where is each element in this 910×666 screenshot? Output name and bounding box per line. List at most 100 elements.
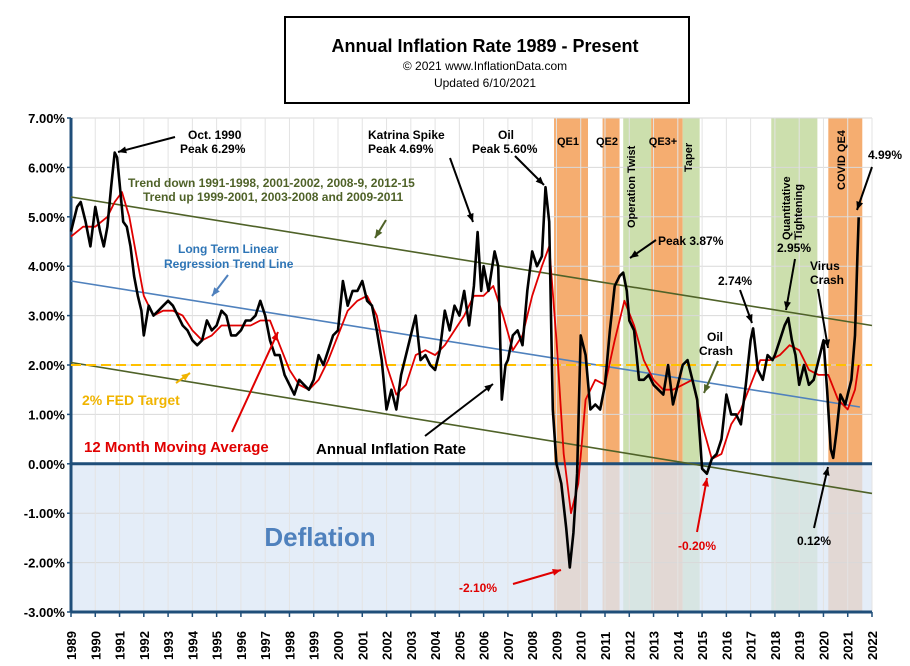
x-tick-label: 2000 — [331, 631, 346, 660]
title-box — [284, 16, 690, 104]
x-tick-label: 2012 — [622, 631, 637, 660]
y-tick-label: 7.00% — [28, 111, 65, 126]
chart-title: Annual Inflation Rate 1989 - Present — [331, 36, 638, 56]
arrow-peak-2018-head — [783, 301, 791, 310]
arrow-annual-rate — [424, 383, 494, 437]
band-label-quantitative-tightening: QuantitativeTightening — [781, 176, 805, 240]
annotation-trend-up: Trend up 1999-2001, 2003-2008 and 2009-2… — [143, 190, 403, 204]
arrow-oct1990 — [117, 136, 176, 153]
annotation-peak-2017: 2.74% — [718, 274, 752, 288]
annotation-oil-crash-2: Crash — [699, 344, 733, 358]
x-tick-label: 2001 — [355, 631, 370, 660]
x-tick-label: 2006 — [477, 631, 492, 660]
annotation-min-2020: 0.12% — [797, 534, 831, 548]
arrow-katrina — [449, 157, 474, 223]
annotation-peak-2021: 4.99% — [868, 148, 902, 162]
x-tick-label: 2021 — [841, 631, 856, 660]
x-tick-label: 2003 — [404, 631, 419, 660]
annotation-oct1990-date: Oct. 1990 — [188, 128, 242, 142]
annotation-virus-crash-1: Virus — [810, 259, 840, 273]
y-tick-label: 1.00% — [28, 407, 65, 422]
arrow-peak-2021-head — [856, 201, 864, 210]
series-line-annual-inflation-rate — [69, 151, 860, 569]
arrow-oil-head — [535, 176, 544, 185]
x-tick-label: 1992 — [137, 631, 152, 660]
x-tick-label: 2008 — [525, 631, 540, 660]
x-tick-label: 1997 — [258, 631, 273, 660]
annotation-oil-title: Oil — [498, 128, 514, 142]
annotation-katrina-peak: Peak 4.69% — [368, 142, 434, 156]
x-tick-label: 1999 — [307, 631, 322, 660]
series-line-long-term-linear-regression-trend-line — [70, 280, 861, 408]
arrow-katrina-head — [466, 213, 474, 222]
arrow-peak-2017-head — [745, 314, 753, 323]
x-tick-label: 2009 — [549, 631, 564, 660]
x-tick-label: 2018 — [768, 631, 783, 660]
y-tick-label: -1.00% — [24, 506, 66, 521]
x-tick-label: 2002 — [380, 631, 395, 660]
series-line-trend-upper — [70, 196, 873, 327]
y-tick-label: 0.00% — [28, 457, 65, 472]
x-tick-label: 2005 — [452, 631, 467, 660]
x-tick-label: 2020 — [816, 631, 831, 660]
annotation-regression-2: Regression Trend Line — [164, 257, 294, 271]
y-tick-label: 4.00% — [28, 259, 65, 274]
x-tick-label: 2004 — [428, 630, 443, 660]
arrow-oct1990-head — [118, 146, 127, 154]
arrow-oil-crash-head — [704, 384, 711, 393]
arrow-min-2015-head — [702, 478, 709, 487]
arrow-min-2020 — [813, 466, 829, 529]
x-tick-label: 1995 — [210, 631, 225, 660]
x-tick-label: 1994 — [185, 630, 200, 660]
updated-text: Updated 6/10/2021 — [434, 76, 536, 90]
x-tick-label: 2010 — [574, 631, 589, 660]
x-tick-label: 1996 — [234, 631, 249, 660]
arrow-annual-rate-head — [484, 384, 493, 392]
arrow-min-2009 — [512, 569, 562, 585]
x-tick-label: 2014 — [671, 630, 686, 660]
series-line-trend-lower — [70, 361, 873, 495]
annotation-regression-1: Long Term Linear — [178, 242, 279, 256]
copyright-text: © 2021 www.InflationData.com — [403, 59, 567, 73]
arrow-virus-crash-head — [823, 339, 831, 348]
y-tick-label: 2.00% — [28, 358, 65, 373]
y-tick-label: -3.00% — [24, 605, 66, 620]
x-tick-label: 1990 — [88, 631, 103, 660]
y-tick-label: 5.00% — [28, 210, 65, 225]
x-tick-label: 1991 — [113, 631, 128, 660]
arrow-moving-average-head — [271, 332, 278, 341]
arrow-min-2015 — [696, 477, 708, 533]
arrow-trend-head — [375, 229, 383, 238]
x-tick-label: 2013 — [647, 631, 662, 660]
arrow-peak-2011-head — [630, 250, 639, 258]
x-tick-label: 1989 — [64, 631, 79, 660]
arrow-regression-head — [212, 287, 220, 296]
annotation-oil-crash-1: Oil — [707, 330, 723, 344]
annotation-peak-2011: Peak 3.87% — [658, 234, 724, 248]
y-tick-label: 3.00% — [28, 309, 65, 324]
y-tick-label: -2.00% — [24, 556, 66, 571]
band-label-operation-twist: Operation Twist — [626, 145, 638, 228]
band-label-qe3: QE3+ — [649, 136, 677, 148]
annotation-trend-down: Trend down 1991-1998, 2001-2002, 2008-9,… — [128, 176, 415, 190]
arrow-virus-crash — [817, 288, 829, 349]
x-tick-label: 2007 — [501, 631, 516, 660]
annotation-moving-average: 12 Month Moving Average — [84, 439, 269, 456]
x-tick-label: 2015 — [695, 631, 710, 660]
x-tick-label: 2019 — [792, 631, 807, 660]
band-label-qe1: QE1 — [557, 136, 579, 148]
arrow-peak-2018 — [785, 258, 796, 311]
arrow-fed-target-head — [181, 373, 190, 381]
x-tick-label: 1998 — [282, 631, 297, 660]
arrow-min-2020-head — [822, 467, 830, 476]
annotation-min-2009: -2.10% — [459, 581, 497, 595]
band-label-qe2: QE2 — [596, 136, 618, 148]
y-tick-label: 6.00% — [28, 160, 65, 175]
annotation-oct1990-peak: Peak 6.29% — [180, 142, 246, 156]
x-tick-label: 2011 — [598, 632, 613, 660]
annotation-katrina-title: Katrina Spike — [368, 128, 445, 142]
annotation-oil-peak: Peak 5.60% — [472, 142, 538, 156]
deflation-label: Deflation — [264, 522, 375, 552]
